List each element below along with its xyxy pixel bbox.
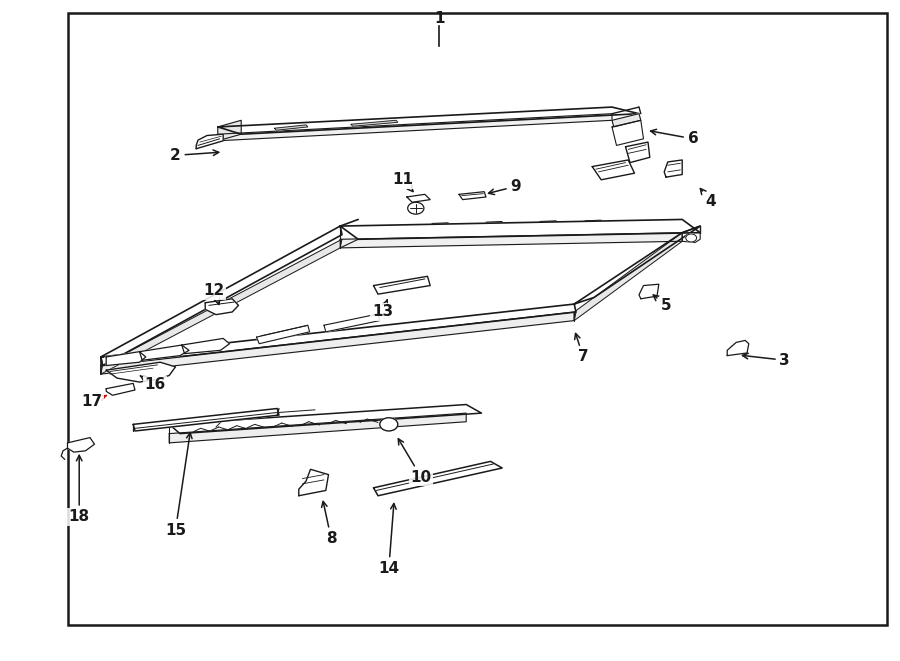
Polygon shape — [218, 107, 639, 134]
Polygon shape — [612, 114, 641, 127]
Text: 12: 12 — [203, 284, 225, 305]
Text: 5: 5 — [653, 295, 671, 313]
Text: 13: 13 — [372, 300, 393, 319]
Polygon shape — [274, 125, 308, 130]
Text: 11: 11 — [392, 173, 414, 192]
Polygon shape — [299, 469, 328, 496]
Polygon shape — [169, 413, 466, 443]
Polygon shape — [169, 405, 482, 434]
Text: 4: 4 — [700, 188, 716, 209]
Polygon shape — [612, 120, 643, 145]
Polygon shape — [351, 120, 398, 126]
Text: 1: 1 — [434, 11, 445, 26]
Text: 3: 3 — [742, 353, 790, 368]
Polygon shape — [256, 325, 310, 344]
Polygon shape — [218, 120, 241, 141]
Polygon shape — [205, 299, 239, 315]
Polygon shape — [374, 276, 430, 294]
Text: 10: 10 — [399, 439, 432, 485]
Polygon shape — [218, 114, 612, 141]
Polygon shape — [324, 314, 380, 332]
Circle shape — [686, 234, 697, 242]
Polygon shape — [196, 134, 223, 149]
Polygon shape — [340, 219, 700, 239]
Polygon shape — [106, 383, 135, 395]
Polygon shape — [407, 194, 430, 202]
Text: 8: 8 — [321, 502, 337, 546]
Polygon shape — [574, 233, 682, 321]
Polygon shape — [340, 233, 682, 248]
Polygon shape — [182, 338, 230, 354]
Text: 14: 14 — [378, 504, 400, 576]
Polygon shape — [101, 239, 342, 374]
Polygon shape — [374, 461, 502, 496]
Polygon shape — [140, 345, 189, 360]
Polygon shape — [106, 362, 176, 382]
Text: 2: 2 — [170, 148, 219, 163]
Polygon shape — [101, 304, 576, 366]
Polygon shape — [727, 340, 749, 356]
Circle shape — [408, 202, 424, 214]
Polygon shape — [68, 438, 94, 452]
Polygon shape — [459, 192, 486, 200]
Text: 6: 6 — [651, 130, 698, 146]
Polygon shape — [639, 284, 659, 299]
Text: 17: 17 — [81, 395, 106, 409]
Polygon shape — [101, 312, 574, 374]
Text: 7: 7 — [575, 333, 589, 364]
Polygon shape — [664, 160, 682, 177]
Circle shape — [380, 418, 398, 431]
Text: 9: 9 — [489, 179, 521, 194]
Polygon shape — [626, 142, 650, 163]
Polygon shape — [133, 408, 279, 431]
Text: 15: 15 — [165, 433, 192, 537]
Polygon shape — [592, 160, 634, 180]
Text: 18: 18 — [68, 455, 90, 524]
Polygon shape — [101, 226, 342, 366]
Polygon shape — [106, 352, 146, 366]
Polygon shape — [574, 226, 700, 304]
Text: 16: 16 — [140, 376, 166, 392]
